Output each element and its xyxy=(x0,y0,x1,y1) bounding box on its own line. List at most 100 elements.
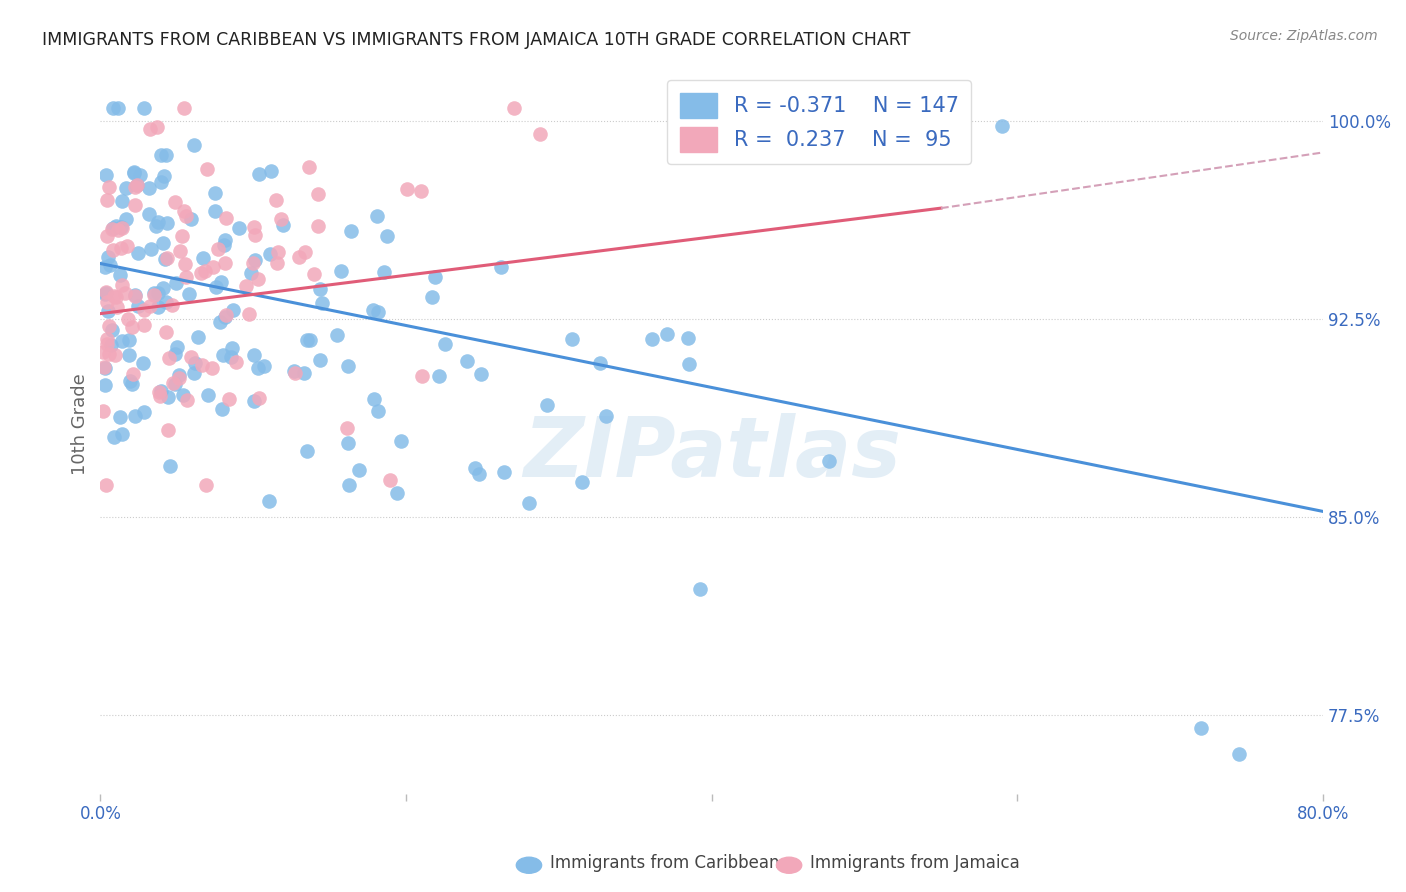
Point xyxy=(148,384,170,399)
Point xyxy=(246,361,269,376)
Point xyxy=(266,256,288,270)
Point xyxy=(155,294,177,309)
Point xyxy=(101,243,124,257)
Point xyxy=(94,378,117,392)
Point xyxy=(105,300,128,314)
Point xyxy=(361,302,384,317)
Point xyxy=(304,267,326,281)
Point xyxy=(156,251,179,265)
Y-axis label: 10th Grade: 10th Grade xyxy=(72,374,89,475)
Point xyxy=(176,209,198,223)
Point xyxy=(205,280,228,294)
Point xyxy=(139,242,162,256)
Point xyxy=(108,410,131,425)
Point xyxy=(337,436,360,450)
Point xyxy=(132,405,155,419)
Point xyxy=(208,315,231,329)
Point xyxy=(295,333,318,347)
Point xyxy=(145,219,167,233)
Point xyxy=(191,358,214,372)
Text: Immigrants from Caribbean: Immigrants from Caribbean xyxy=(550,855,779,872)
Point xyxy=(96,332,118,346)
Point xyxy=(94,360,117,375)
Point xyxy=(157,351,180,366)
Point xyxy=(155,325,177,339)
Point xyxy=(148,301,170,315)
Point xyxy=(179,287,201,301)
Point xyxy=(142,286,165,301)
Point xyxy=(174,257,197,271)
Point xyxy=(335,421,357,435)
Point xyxy=(190,266,212,280)
Text: Immigrants from Jamaica: Immigrants from Jamaica xyxy=(810,855,1019,872)
Point xyxy=(242,256,264,270)
Point xyxy=(337,478,360,492)
Text: IMMIGRANTS FROM CARIBBEAN VS IMMIGRANTS FROM JAMAICA 10TH GRADE CORRELATION CHAR: IMMIGRANTS FROM CARIBBEAN VS IMMIGRANTS … xyxy=(42,31,911,49)
Point xyxy=(247,271,270,285)
Point xyxy=(155,148,177,162)
Point xyxy=(167,370,190,384)
Point xyxy=(242,394,264,409)
Point xyxy=(420,290,443,304)
Point xyxy=(195,161,218,176)
Point xyxy=(97,250,120,264)
Point xyxy=(307,219,329,233)
Point xyxy=(96,295,118,310)
Text: Source: ZipAtlas.com: Source: ZipAtlas.com xyxy=(1230,29,1378,44)
Point xyxy=(98,179,121,194)
Point xyxy=(143,288,166,302)
Point xyxy=(100,323,122,337)
Point xyxy=(347,463,370,477)
Point xyxy=(96,337,118,351)
Point xyxy=(169,244,191,258)
Point xyxy=(214,310,236,325)
Point xyxy=(235,279,257,293)
Point xyxy=(456,354,478,368)
Point xyxy=(204,186,226,201)
Point xyxy=(270,212,292,227)
Point xyxy=(247,392,270,406)
Point xyxy=(243,348,266,362)
Point xyxy=(240,266,263,280)
Point xyxy=(152,281,174,295)
Point xyxy=(124,289,146,303)
Text: ZIPatlas: ZIPatlas xyxy=(523,414,901,494)
Point xyxy=(155,216,177,230)
Point xyxy=(104,348,127,362)
Point xyxy=(173,101,195,115)
Point xyxy=(367,305,389,319)
Point xyxy=(111,194,134,208)
Point xyxy=(464,460,486,475)
Point xyxy=(326,327,349,342)
Point xyxy=(287,250,309,264)
Point xyxy=(139,122,162,136)
Point xyxy=(107,223,129,237)
Point xyxy=(373,265,395,279)
Point xyxy=(221,341,243,355)
Point xyxy=(103,221,125,235)
Point xyxy=(110,241,132,255)
Point xyxy=(138,181,160,195)
Point xyxy=(243,253,266,268)
Point xyxy=(114,285,136,300)
Point xyxy=(218,392,240,406)
Point xyxy=(329,264,352,278)
Point xyxy=(249,167,271,181)
Point xyxy=(153,169,176,183)
Point xyxy=(149,148,172,162)
Point xyxy=(395,182,418,196)
Point xyxy=(122,164,145,178)
Point xyxy=(149,388,172,402)
Point xyxy=(167,368,190,382)
Point xyxy=(173,203,195,218)
Point xyxy=(115,239,138,253)
Point xyxy=(108,268,131,282)
Point xyxy=(118,374,141,388)
Point xyxy=(215,211,238,225)
Point xyxy=(165,276,187,290)
Point xyxy=(311,296,333,310)
Point xyxy=(103,430,125,444)
Point xyxy=(94,286,117,301)
Point xyxy=(307,186,329,201)
Point xyxy=(689,582,711,596)
